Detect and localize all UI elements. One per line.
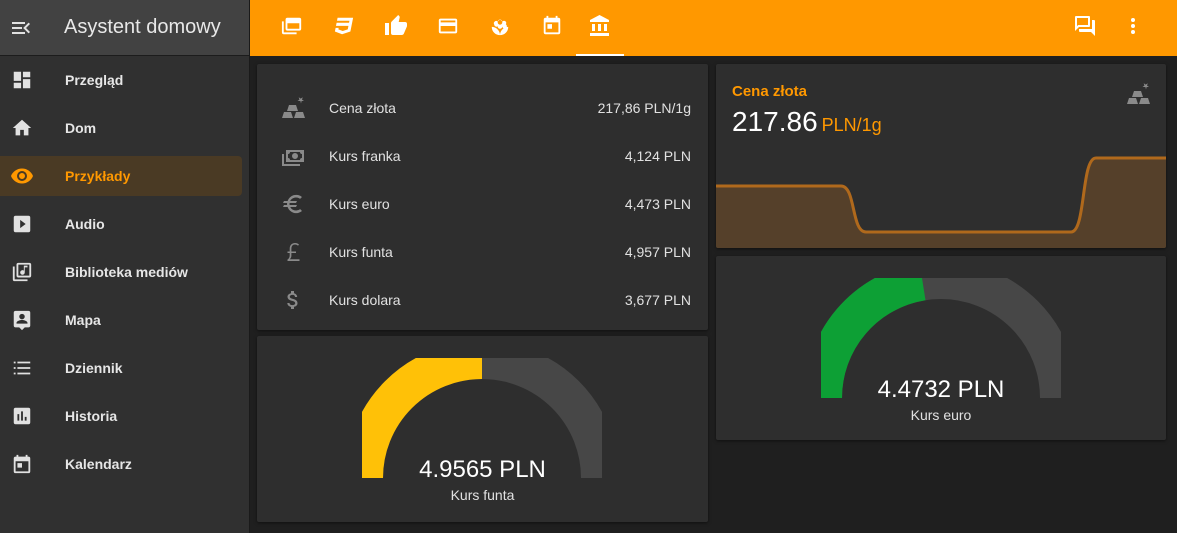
tab-css3[interactable] (320, 0, 368, 56)
dashboard-icon (10, 68, 34, 92)
chart-box-icon (10, 404, 34, 428)
sidebar-item-przyklady[interactable]: Przykłady (0, 156, 242, 196)
entity-row[interactable]: Kurs franka 4,124 PLN (257, 132, 708, 180)
css3-icon (333, 15, 355, 42)
entity-row[interactable]: Kurs euro 4,473 PLN (257, 180, 708, 228)
gauge-euro-value: 4.4732 PLN (877, 376, 1005, 403)
sidebar-item-label: Przykłady (65, 168, 131, 184)
entity-name: Cena złota (329, 100, 396, 116)
bank-icon (588, 14, 612, 43)
sidebar: Asystent domowy Przegląd Dom Przykłady A… (0, 0, 250, 533)
dollar-icon (281, 288, 305, 312)
gold-icon (1126, 82, 1150, 111)
sensor-history-graph (716, 156, 1166, 248)
conversation-icon (1073, 14, 1097, 43)
menu-collapse-icon[interactable] (0, 0, 42, 56)
credit-card-icon (437, 15, 459, 42)
top-toolbar (250, 0, 1177, 56)
sidebar-item-dom[interactable]: Dom (0, 108, 242, 148)
entities-card: Cena złota 217,86 PLN/1g Kurs franka 4,1… (257, 64, 708, 330)
sensor-value-line: 217.86 PLN/1g (732, 106, 882, 138)
sensor-value: 217.86 (732, 106, 818, 137)
entity-value: 217,86 PLN/1g (597, 100, 691, 116)
entity-name: Kurs euro (329, 196, 390, 212)
sidebar-item-audio[interactable]: Audio (0, 204, 242, 244)
flower-icon (489, 15, 511, 42)
entity-name: Kurs funta (329, 244, 393, 260)
list-icon (10, 356, 34, 380)
sensor-name: Cena złota (732, 83, 808, 100)
cash-icon (281, 144, 305, 168)
play-box-icon (10, 212, 34, 236)
gauge-funt-fill (362, 358, 483, 479)
home-icon (10, 116, 34, 140)
tab-thumb-up[interactable] (372, 0, 420, 56)
main-content: Cena złota 217,86 PLN/1g Kurs franka 4,1… (251, 56, 1177, 533)
sidebar-item-dziennik[interactable]: Dziennik (0, 348, 242, 388)
gauge-card-euro[interactable]: 4.4732 PLN Kurs euro (716, 256, 1166, 440)
sidebar-item-biblioteka[interactable]: Biblioteka mediów (0, 252, 242, 292)
entity-row[interactable]: Kurs dolara 3,677 PLN (257, 276, 708, 324)
gauge-card-funt[interactable]: 4.9565 PLN Kurs funta (257, 336, 708, 522)
tab-calendar-today[interactable] (528, 0, 576, 56)
sidebar-item-label: Audio (65, 216, 105, 232)
gold-icon (281, 96, 305, 120)
sidebar-header: Asystent domowy (0, 0, 249, 56)
sensor-card[interactable]: Cena złota 217.86 PLN/1g (716, 64, 1166, 248)
entity-name: Kurs franka (329, 148, 401, 164)
app-title: Asystent domowy (64, 16, 221, 38)
conversation-button[interactable] (1061, 0, 1109, 56)
sidebar-item-label: Dom (65, 120, 97, 136)
sidebar-item-mapa[interactable]: Mapa (0, 300, 242, 340)
gauge-funt (362, 358, 602, 479)
more-vertical-icon (1121, 14, 1145, 43)
sidebar-item-label: Dziennik (65, 360, 123, 376)
sidebar-item-label: Mapa (65, 312, 101, 328)
more-options-button[interactable] (1109, 0, 1157, 56)
entity-value: 4,473 PLN (624, 196, 691, 212)
entity-value: 4,124 PLN (624, 148, 691, 164)
gauge-funt-value: 4.9565 PLN (419, 456, 546, 483)
gauge-euro-label: Kurs euro (910, 407, 972, 423)
entity-value: 4,957 PLN (624, 244, 691, 260)
tab-credit-card[interactable] (424, 0, 472, 56)
gauge-euro-fill (821, 278, 927, 399)
eye-icon (10, 164, 34, 188)
sidebar-item-label: Przegląd (65, 72, 124, 88)
calendar-icon (10, 452, 34, 476)
tab-bank[interactable] (576, 0, 624, 56)
sidebar-item-kalendarz[interactable]: Kalendarz (0, 444, 242, 484)
music-library-icon (10, 260, 34, 284)
account-box-icon (10, 308, 34, 332)
cards-icon (281, 15, 303, 42)
sidebar-item-przeglad[interactable]: Przegląd (0, 60, 242, 100)
thumb-up-icon (384, 14, 408, 43)
euro-icon (281, 192, 305, 216)
sidebar-item-label: Kalendarz (65, 456, 132, 472)
gauge-funt-label: Kurs funta (450, 487, 515, 503)
entity-row[interactable]: Cena złota 217,86 PLN/1g (257, 84, 708, 132)
entity-value: 3,677 PLN (624, 292, 691, 308)
entity-row[interactable]: Kurs funta 4,957 PLN (257, 228, 708, 276)
pound-icon (281, 240, 305, 264)
entity-name: Kurs dolara (329, 292, 401, 308)
tab-cards[interactable] (268, 0, 316, 56)
sidebar-item-historia[interactable]: Historia (0, 396, 242, 436)
sidebar-item-label: Historia (65, 408, 118, 424)
tab-flower[interactable] (476, 0, 524, 56)
calendar-today-icon (541, 15, 563, 42)
gauge-euro (821, 278, 1061, 399)
sidebar-item-label: Biblioteka mediów (65, 264, 188, 280)
sensor-unit: PLN/1g (821, 115, 882, 135)
